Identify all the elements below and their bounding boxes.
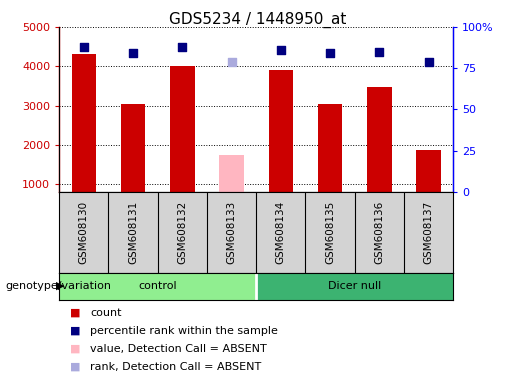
Bar — [367, 87, 391, 192]
Bar — [121, 104, 145, 192]
Text: Dicer null: Dicer null — [328, 281, 381, 291]
Point — [178, 44, 186, 50]
Bar — [318, 104, 342, 192]
Text: ■: ■ — [70, 326, 80, 336]
Point — [228, 58, 236, 65]
Text: GSM608133: GSM608133 — [227, 201, 236, 264]
Point — [326, 50, 334, 56]
Text: GSM608134: GSM608134 — [276, 201, 286, 264]
Text: percentile rank within the sample: percentile rank within the sample — [90, 326, 278, 336]
Text: genotype/variation: genotype/variation — [5, 281, 111, 291]
Text: count: count — [90, 308, 122, 318]
Text: GSM608132: GSM608132 — [177, 201, 187, 264]
Text: GDS5234 / 1448950_at: GDS5234 / 1448950_at — [169, 12, 346, 28]
Text: GSM608131: GSM608131 — [128, 201, 138, 264]
Text: value, Detection Call = ABSENT: value, Detection Call = ABSENT — [90, 344, 267, 354]
Point — [129, 50, 137, 56]
Text: GSM608136: GSM608136 — [374, 201, 384, 264]
Text: ■: ■ — [70, 308, 80, 318]
Bar — [219, 155, 244, 192]
Text: GSM608137: GSM608137 — [423, 201, 434, 264]
Bar — [256, 273, 453, 300]
Text: ■: ■ — [70, 344, 80, 354]
Text: ■: ■ — [70, 362, 80, 372]
Point — [277, 47, 285, 53]
Point — [375, 49, 384, 55]
Text: ▶: ▶ — [56, 281, 64, 291]
Text: rank, Detection Call = ABSENT: rank, Detection Call = ABSENT — [90, 362, 262, 372]
Point — [80, 44, 88, 50]
Bar — [72, 55, 96, 192]
Bar — [59, 273, 256, 300]
Text: GSM608135: GSM608135 — [325, 201, 335, 264]
Bar — [268, 70, 293, 192]
Bar — [416, 149, 441, 192]
Point — [424, 58, 433, 65]
Text: control: control — [139, 281, 177, 291]
Bar — [170, 66, 195, 192]
Text: GSM608130: GSM608130 — [79, 201, 89, 264]
